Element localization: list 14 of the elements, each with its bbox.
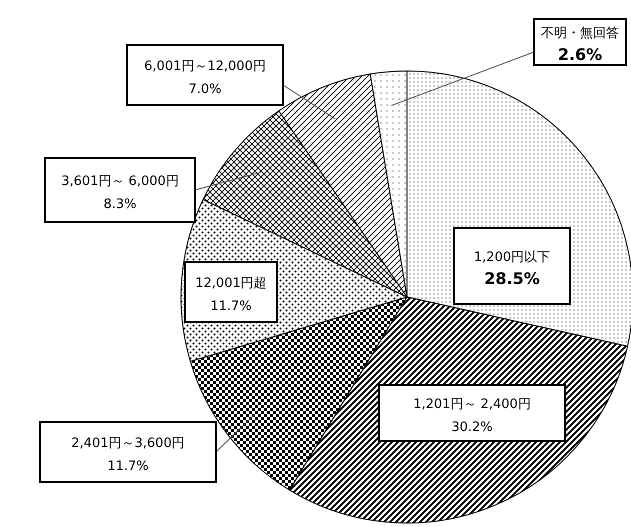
slice-label: 12,001円超 xyxy=(195,276,267,291)
slice-label: 1,200円以下 xyxy=(474,250,550,265)
slice-label: 1,201円～ 2,400円 xyxy=(413,397,531,412)
slice-label: 不明・無回答 xyxy=(541,26,619,41)
data-label: 2.6% xyxy=(558,45,602,64)
slice-label: 3,601円～ 6,000円 xyxy=(61,174,179,189)
data-label: 28.5% xyxy=(484,269,540,288)
slice-label: 6,001円～12,000円 xyxy=(144,59,266,74)
data-label: 11.7% xyxy=(210,299,252,314)
data-label: 11.7% xyxy=(107,459,149,474)
data-label: 30.2% xyxy=(451,420,493,435)
data-label: 7.0% xyxy=(188,82,222,97)
data-label: 8.3% xyxy=(103,197,137,212)
slice-label: 2,401円～3,600円 xyxy=(71,436,185,451)
